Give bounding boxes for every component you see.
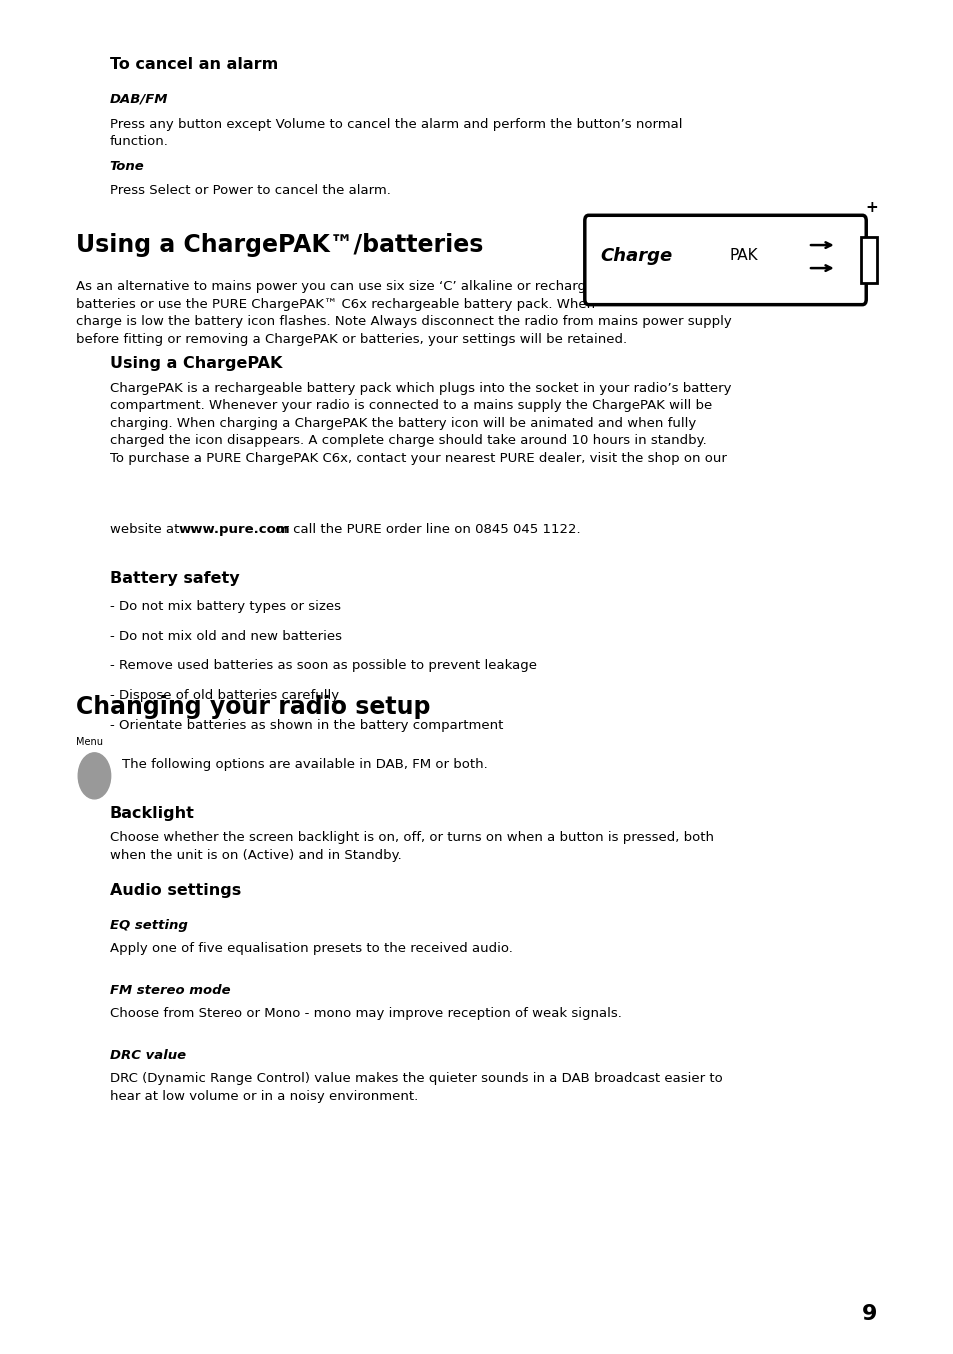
- Text: Changing your radio setup: Changing your radio setup: [76, 695, 431, 719]
- FancyBboxPatch shape: [861, 237, 876, 283]
- Text: or call the PURE order line on 0845 045 1122.: or call the PURE order line on 0845 045 …: [271, 523, 580, 536]
- Text: website at: website at: [110, 523, 183, 536]
- Text: DAB/FM: DAB/FM: [110, 92, 168, 106]
- Text: ChargePAK is a rechargeable battery pack which plugs into the socket in your rad: ChargePAK is a rechargeable battery pack…: [110, 382, 730, 464]
- Text: Using a ChargePAK™/batteries: Using a ChargePAK™/batteries: [76, 233, 483, 257]
- Text: Apply one of five equalisation presets to the received audio.: Apply one of five equalisation presets t…: [110, 942, 512, 956]
- Text: Choose whether the screen backlight is on, off, or turns on when a button is pre: Choose whether the screen backlight is o…: [110, 831, 713, 862]
- Text: Charge: Charge: [599, 246, 672, 265]
- Text: Backlight: Backlight: [110, 806, 194, 821]
- Text: Using a ChargePAK: Using a ChargePAK: [110, 356, 282, 371]
- Text: - Do not mix battery types or sizes: - Do not mix battery types or sizes: [110, 600, 340, 613]
- FancyBboxPatch shape: [584, 215, 865, 305]
- Text: The following options are available in DAB, FM or both.: The following options are available in D…: [122, 758, 487, 772]
- Text: DRC value: DRC value: [110, 1049, 186, 1063]
- Text: Press Select or Power to cancel the alarm.: Press Select or Power to cancel the alar…: [110, 184, 390, 198]
- Text: EQ setting: EQ setting: [110, 919, 188, 933]
- Circle shape: [78, 753, 111, 799]
- Text: As an alternative to mains power you can use six size ‘C’ alkaline or rechargeab: As an alternative to mains power you can…: [76, 280, 731, 345]
- Text: - Dispose of old batteries carefully: - Dispose of old batteries carefully: [110, 689, 338, 703]
- Text: +: +: [864, 200, 878, 215]
- Text: Audio settings: Audio settings: [110, 883, 241, 898]
- Text: - Orientate batteries as shown in the battery compartment: - Orientate batteries as shown in the ba…: [110, 719, 502, 733]
- Text: Press any button except Volume to cancel the alarm and perform the button’s norm: Press any button except Volume to cancel…: [110, 118, 681, 149]
- Text: Choose from Stereo or Mono - mono may improve reception of weak signals.: Choose from Stereo or Mono - mono may im…: [110, 1007, 621, 1021]
- Text: Battery safety: Battery safety: [110, 571, 239, 586]
- Text: PAK: PAK: [729, 248, 758, 264]
- Text: FM stereo mode: FM stereo mode: [110, 984, 230, 998]
- Text: www.pure.com: www.pure.com: [178, 523, 290, 536]
- Text: - Do not mix old and new batteries: - Do not mix old and new batteries: [110, 630, 341, 643]
- Text: Tone: Tone: [110, 160, 144, 173]
- Text: DRC (Dynamic Range Control) value makes the quieter sounds in a DAB broadcast ea: DRC (Dynamic Range Control) value makes …: [110, 1072, 721, 1104]
- Text: To cancel an alarm: To cancel an alarm: [110, 57, 277, 72]
- Text: Menu: Menu: [76, 737, 103, 746]
- Text: 9: 9: [862, 1304, 877, 1324]
- Text: - Remove used batteries as soon as possible to prevent leakage: - Remove used batteries as soon as possi…: [110, 659, 537, 673]
